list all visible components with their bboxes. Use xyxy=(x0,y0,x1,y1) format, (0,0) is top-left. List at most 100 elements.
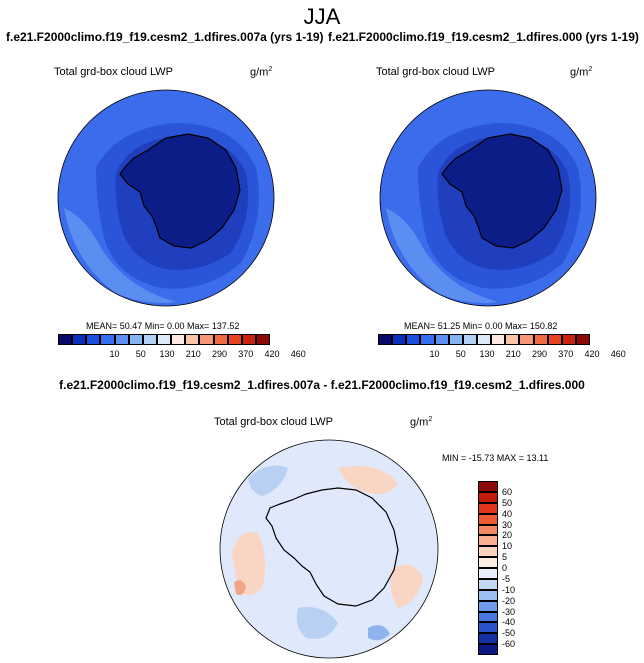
colorbar-segment xyxy=(378,334,393,345)
right-units-label: g/m2 xyxy=(570,66,593,79)
colorbar-tick-label: 20 xyxy=(502,530,513,541)
antarctica-outline xyxy=(119,133,241,249)
map-negative-strong-region xyxy=(368,625,390,641)
map-positive-region xyxy=(338,465,398,495)
colorbar-segment xyxy=(142,334,157,345)
colorbar-tick-label: 370 xyxy=(558,349,574,359)
right-colorbar-labels: 10 50 130 210 290 370 420 460 xyxy=(378,349,626,361)
map-positive-region xyxy=(232,532,266,596)
colorbar-segment xyxy=(561,334,576,345)
colorbar-segment xyxy=(491,334,506,345)
colorbar-segment xyxy=(241,334,256,345)
colorbar-segment xyxy=(575,334,591,345)
colorbar-segment xyxy=(478,546,498,558)
colorbar-segment xyxy=(478,524,498,536)
diff-variable-label: Total grd-box cloud LWP xyxy=(214,416,334,428)
colorbar-segment xyxy=(478,633,498,645)
left-stats: MEAN= 50.47 Min= 0.00 Max= 137.52 xyxy=(86,321,240,331)
colorbar-segment xyxy=(478,557,498,568)
colorbar-segment xyxy=(448,334,463,345)
colorbar-tick-label: -40 xyxy=(502,617,516,628)
colorbar-segment xyxy=(478,578,498,590)
map-positive-region xyxy=(390,564,423,608)
colorbar-tick-label: 10 xyxy=(502,541,513,552)
colorbar-segment xyxy=(128,334,143,345)
left-colorbar-labels: 10 50 130 210 290 370 420 460 xyxy=(58,349,306,361)
colorbar-tick-label: -50 xyxy=(502,628,516,639)
diff-colorbar-labels: 60 50 40 30 20 10 5 0 -5 -10 -20 -30 -40 -50 -60 xyxy=(502,481,532,655)
left-panel-title: f.e21.F2000climo.f19_f19.cesm2_1.dfires.… xyxy=(6,30,324,44)
colorbar-tick-label: 370 xyxy=(238,349,254,359)
colorbar-segment xyxy=(478,535,498,547)
colorbar-segment xyxy=(478,589,498,601)
left-units-label: g/m2 xyxy=(250,66,273,79)
colorbar-segment xyxy=(100,334,115,345)
colorbar-tick-label: 0 xyxy=(502,563,508,573)
colorbar-tick-label: 60 xyxy=(502,486,513,497)
colorbar-tick-label: -10 xyxy=(502,584,516,595)
colorbar-tick-label: 5 xyxy=(502,552,508,563)
map-light-region xyxy=(64,208,176,303)
colorbar-segment xyxy=(519,334,534,345)
colorbar-segment xyxy=(156,334,172,345)
colorbar-segment xyxy=(478,644,498,655)
colorbar-tick-label: 50 xyxy=(455,349,466,359)
colorbar-segment xyxy=(478,568,498,579)
colorbar-tick-label: 10 xyxy=(109,349,120,359)
colorbar-segment xyxy=(227,334,242,345)
colorbar-segment xyxy=(476,334,492,345)
colorbar-tick-label: -30 xyxy=(502,606,516,617)
colorbar-segment xyxy=(72,334,87,345)
colorbar-tick-label: 30 xyxy=(502,519,513,530)
colorbar-segment xyxy=(533,334,548,345)
colorbar-segment xyxy=(213,334,228,345)
colorbar-segment xyxy=(114,334,129,345)
colorbar-tick-label: 210 xyxy=(185,349,201,359)
map-light-region xyxy=(386,208,498,303)
colorbar-tick-label: 50 xyxy=(502,497,513,508)
colorbar-segment xyxy=(478,611,498,623)
colorbar-tick-label: 460 xyxy=(610,349,626,359)
colorbar-segment xyxy=(547,334,562,345)
colorbar-segment xyxy=(478,481,498,492)
diff-units-label: g/m2 xyxy=(410,416,433,429)
season-title: JJA xyxy=(303,4,341,29)
antarctica-outline xyxy=(265,487,399,607)
right-colorbar xyxy=(378,334,591,345)
colorbar-segment xyxy=(406,334,421,345)
left-colorbar xyxy=(58,334,271,345)
colorbar-tick-label: 130 xyxy=(159,349,175,359)
colorbar-segment xyxy=(478,513,498,525)
diff-colorbar xyxy=(478,481,498,655)
colorbar-tick-label: 420 xyxy=(264,349,280,359)
colorbar-segment xyxy=(434,334,449,345)
colorbar-segment xyxy=(255,334,271,345)
right-panel-title: f.e21.F2000climo.f19_f19.cesm2_1.dfires.… xyxy=(328,30,639,44)
colorbar-tick-label: 420 xyxy=(584,349,600,359)
colorbar-tick-label: -60 xyxy=(502,639,516,650)
colorbar-segment xyxy=(505,334,520,345)
colorbar-segment xyxy=(86,334,101,345)
colorbar-tick-label: 50 xyxy=(135,349,146,359)
colorbar-tick-label: -5 xyxy=(502,573,511,584)
colorbar-segment xyxy=(171,334,186,345)
diff-map xyxy=(219,439,439,659)
map-positive-strong-region xyxy=(234,580,246,595)
colorbar-tick-label: 40 xyxy=(502,508,513,519)
left-variable-label: Total grd-box cloud LWP xyxy=(54,66,174,78)
right-stats: MEAN= 51.25 Min= 0.00 Max= 150.82 xyxy=(404,321,558,331)
diff-panel-title: f.e21.F2000climo.f19_f19.cesm2_1.dfires.… xyxy=(59,378,585,392)
colorbar-tick-label: 10 xyxy=(429,349,440,359)
colorbar-tick-label: 290 xyxy=(532,349,548,359)
colorbar-segment xyxy=(58,334,73,345)
diff-stats: MIN = -15.73 MAX = 13.11 xyxy=(442,453,549,463)
colorbar-segment xyxy=(462,334,477,345)
colorbar-tick-label: 460 xyxy=(290,349,306,359)
colorbar-tick-label: 290 xyxy=(212,349,228,359)
colorbar-segment xyxy=(199,334,214,345)
right-map xyxy=(379,89,597,307)
right-variable-label: Total grd-box cloud LWP xyxy=(376,66,496,78)
colorbar-segment xyxy=(185,334,200,345)
map-ocean xyxy=(219,439,439,659)
colorbar-segment xyxy=(478,600,498,612)
